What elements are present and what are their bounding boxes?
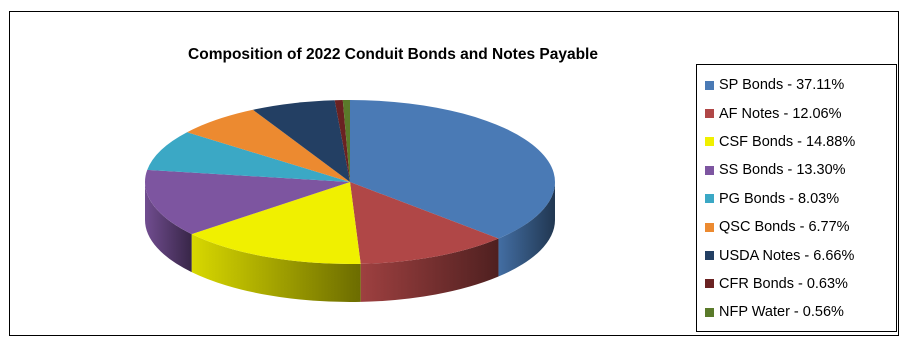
pie-side-csf-bonds (191, 234, 361, 302)
legend-swatch (705, 279, 714, 289)
legend-swatch (705, 80, 714, 90)
legend: SP Bonds - 37.11% AF Notes - 12.06% CSF Bo… (696, 64, 897, 332)
chart-title: Composition of 2022 Conduit Bonds and No… (188, 46, 598, 63)
pie-chart (144, 100, 555, 302)
legend-label: SP Bonds - 37.11% (719, 77, 845, 94)
legend-label: USDA Notes - 6.66% (719, 247, 855, 264)
pie-side-sp-bonds (498, 182, 555, 277)
legend-item-csf-bonds: CSF Bonds - 14.88% (697, 128, 896, 156)
pie-slice-csf-bonds (191, 182, 361, 264)
pie-side-ss-bonds (145, 182, 192, 273)
legend-label: CFR Bonds - 0.63% (719, 275, 848, 292)
legend-label: CSF Bonds - 14.88% (719, 133, 856, 150)
legend-item-cfr-bonds: CFR Bonds - 0.63% (697, 270, 896, 298)
pie-slice-pg-bonds (147, 132, 350, 182)
pie-slice-qsc-bonds (187, 109, 350, 182)
legend-label: PG Bonds - 8.03% (719, 190, 840, 207)
chart-frame: Composition of 2022 Conduit Bonds and No… (9, 11, 899, 336)
pie-sides (145, 182, 555, 302)
legend-swatch (705, 109, 714, 119)
legend-label: QSC Bonds - 6.77% (719, 219, 850, 236)
pie-side-af-notes (360, 238, 499, 302)
legend-label: SS Bonds - 13.30% (719, 162, 846, 179)
legend-item-ss-bonds: SS Bonds - 13.30% (697, 156, 896, 184)
legend-item-pg-bonds: PG Bonds - 8.03% (697, 185, 896, 213)
legend-label: NFP Water - 0.56% (719, 304, 844, 321)
pie-slice-ss-bonds (144, 169, 350, 235)
pie-slice-sp-bonds (350, 100, 555, 239)
legend-swatch (705, 137, 714, 147)
legend-swatch (705, 222, 714, 232)
legend-item-usda-notes: USDA Notes - 6.66% (697, 241, 896, 269)
legend-swatch (705, 251, 714, 261)
legend-item-nfp-water: NFP Water - 0.56% (697, 298, 896, 326)
legend-swatch (705, 307, 714, 317)
legend-item-qsc-bonds: QSC Bonds - 6.77% (697, 213, 896, 241)
pie-slice-nfp-water (342, 100, 350, 182)
legend-item-af-notes: AF Notes - 12.06% (697, 99, 896, 127)
pie-slice-af-notes (350, 182, 499, 264)
legend-item-sp-bonds: SP Bonds - 37.11% (697, 71, 896, 99)
legend-label: AF Notes - 12.06% (719, 105, 842, 122)
legend-swatch (705, 194, 714, 204)
legend-swatch (705, 165, 714, 175)
pie-tops (144, 100, 555, 264)
pie-slice-cfr-bonds (334, 100, 350, 182)
pie-slice-usda-notes (252, 100, 350, 182)
